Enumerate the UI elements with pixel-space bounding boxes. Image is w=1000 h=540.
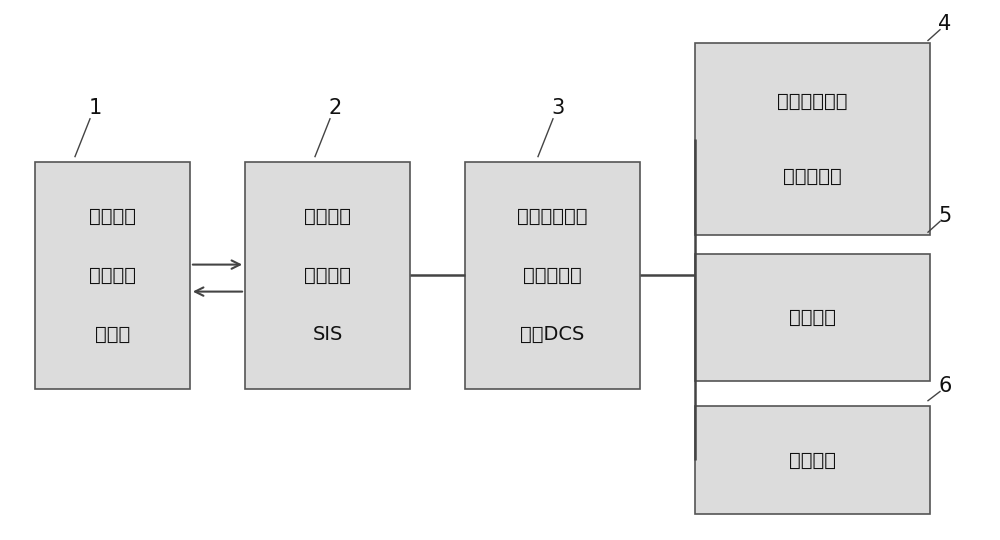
Text: 5: 5 — [938, 206, 952, 226]
FancyBboxPatch shape — [695, 43, 930, 235]
Text: 器热力系统: 器热力系统 — [783, 167, 842, 186]
Text: 系统DCS: 系统DCS — [520, 325, 585, 345]
FancyBboxPatch shape — [465, 162, 640, 389]
Text: 信息系统: 信息系统 — [304, 266, 351, 285]
Text: 分析计算: 分析计算 — [89, 266, 136, 285]
Text: 3: 3 — [551, 98, 565, 118]
Text: 服务器: 服务器 — [95, 325, 130, 345]
Text: 回热优化: 回热优化 — [89, 206, 136, 226]
FancyBboxPatch shape — [35, 162, 190, 389]
Text: 6: 6 — [938, 376, 952, 396]
Text: 分散式控制: 分散式控制 — [523, 266, 582, 285]
FancyBboxPatch shape — [695, 406, 930, 514]
Text: 火力发电机组: 火力发电机组 — [517, 206, 588, 226]
Text: 2: 2 — [328, 98, 342, 118]
Text: 蔕汽系统: 蔕汽系统 — [789, 450, 836, 470]
Text: 4: 4 — [938, 14, 952, 35]
Text: 1: 1 — [88, 98, 102, 118]
FancyBboxPatch shape — [245, 162, 410, 389]
Text: 烟气系统: 烟气系统 — [789, 308, 836, 327]
Text: 烟气深度冷却: 烟气深度冷却 — [777, 92, 848, 111]
Text: SIS: SIS — [312, 325, 343, 345]
FancyBboxPatch shape — [695, 254, 930, 381]
Text: 厂级监控: 厂级监控 — [304, 206, 351, 226]
